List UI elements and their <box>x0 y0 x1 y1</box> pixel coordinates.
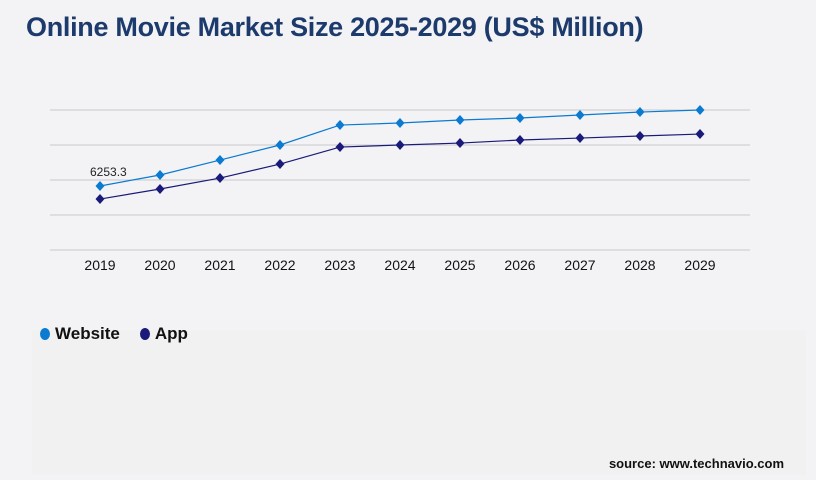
legend-label: App <box>154 324 188 343</box>
legend-marker-app <box>139 328 150 340</box>
x-tick-label: 2022 <box>264 257 295 273</box>
source-note: source: www.technavio.com <box>608 456 784 471</box>
legend-label: Website <box>55 324 120 343</box>
data-point-app[interactable] <box>95 194 105 205</box>
x-tick-label: 2026 <box>504 257 535 273</box>
x-tick-label: 2023 <box>324 257 355 273</box>
data-point-website[interactable] <box>395 117 405 128</box>
legend: Website App <box>40 324 188 344</box>
line-chart: 2019 2020 2021 2022 2023 2024 2025 2026 2027 2028… <box>50 105 750 273</box>
data-point-app[interactable] <box>695 129 705 140</box>
data-point-website[interactable] <box>215 155 225 166</box>
legend-item-app[interactable]: App <box>139 324 188 344</box>
data-point-app[interactable] <box>515 134 525 145</box>
legend-item-website[interactable]: Website <box>40 324 120 344</box>
data-label: 6253.3 <box>90 165 127 179</box>
x-tick-label: 2027 <box>564 257 595 273</box>
x-tick-label: 2024 <box>384 257 415 273</box>
data-point-app[interactable] <box>155 184 165 195</box>
data-point-website[interactable] <box>455 115 465 126</box>
data-point-website[interactable] <box>275 140 285 150</box>
x-tick-label: 2021 <box>204 257 235 273</box>
data-point-website[interactable] <box>155 169 165 180</box>
data-point-app[interactable] <box>635 130 645 141</box>
x-tick-label: 2028 <box>624 257 655 273</box>
footer-panel <box>32 330 806 475</box>
chart-title: Online Movie Market Size 2025-2029 (US$ … <box>26 12 644 42</box>
data-point-website[interactable] <box>335 120 345 131</box>
data-point-app[interactable] <box>215 173 225 184</box>
x-tick-label: 2020 <box>144 257 175 273</box>
legend-marker-website <box>40 328 50 340</box>
data-point-website[interactable] <box>695 105 705 115</box>
data-point-website[interactable] <box>515 112 525 123</box>
data-point-website[interactable] <box>575 110 585 121</box>
data-point-app[interactable] <box>455 138 465 149</box>
data-point-app[interactable] <box>575 133 585 144</box>
x-tick-label: 2019 <box>84 257 115 273</box>
data-point-app[interactable] <box>275 159 285 170</box>
data-point-app[interactable] <box>395 140 405 150</box>
x-tick-label: 2029 <box>684 257 715 273</box>
data-point-website[interactable] <box>95 181 105 192</box>
data-point-website[interactable] <box>635 107 645 118</box>
data-point-app[interactable] <box>335 142 345 153</box>
x-tick-label: 2025 <box>444 257 475 273</box>
